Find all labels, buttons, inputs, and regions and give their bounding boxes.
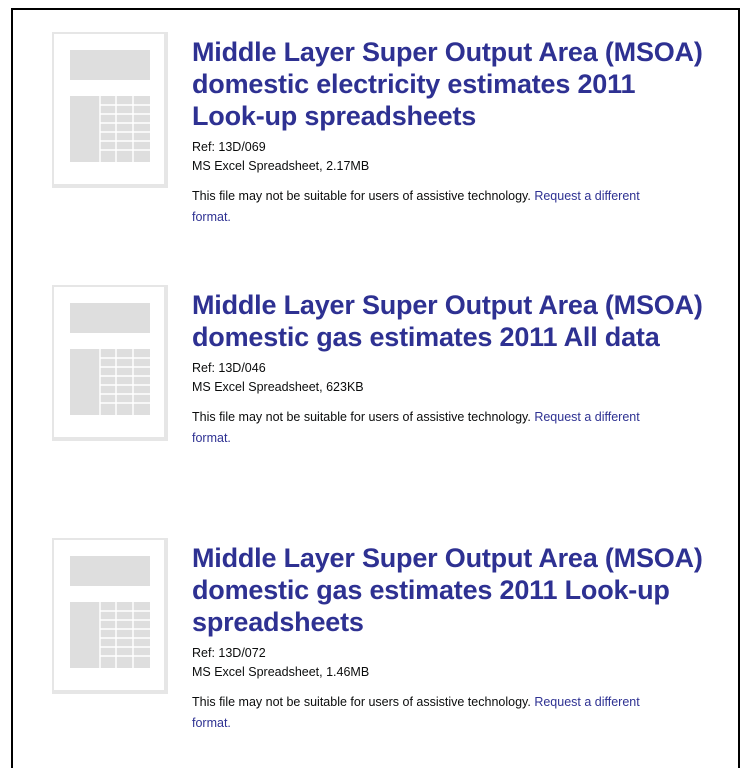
thumbnail	[52, 285, 168, 441]
request-format-link[interactable]: Request a different format.	[192, 410, 640, 445]
notice-text: This file may not be suitable for users …	[192, 410, 531, 424]
attachment-title[interactable]: Middle Layer Super Output Area (MSOA) do…	[192, 37, 703, 131]
file-info: MS Excel Spreadsheet, 623KB	[192, 380, 364, 394]
attachment-details: Middle Layer Super Output Area (MSOA) do…	[192, 542, 712, 734]
thumbnail	[52, 32, 168, 188]
thumbnail	[52, 538, 168, 694]
accessibility-notice: This file may not be suitable for users …	[192, 692, 682, 734]
attachment-details: Middle Layer Super Output Area (MSOA) do…	[192, 289, 712, 449]
accessibility-notice: This file may not be suitable for users …	[192, 407, 682, 449]
metadata: Ref: 13D/069 MS Excel Spreadsheet, 2.17M…	[192, 138, 712, 176]
attachment: Middle Layer Super Output Area (MSOA) do…	[52, 32, 712, 262]
notice-text: This file may not be suitable for users …	[192, 189, 531, 203]
reference: Ref: 13D/046	[192, 361, 266, 375]
accessibility-notice: This file may not be suitable for users …	[192, 186, 682, 228]
file-info: MS Excel Spreadsheet, 1.46MB	[192, 665, 370, 679]
file-info: MS Excel Spreadsheet, 2.17MB	[192, 159, 370, 173]
attachment: Middle Layer Super Output Area (MSOA) do…	[52, 285, 712, 515]
notice-text: This file may not be suitable for users …	[192, 695, 531, 709]
reference: Ref: 13D/069	[192, 140, 266, 154]
attachment-title[interactable]: Middle Layer Super Output Area (MSOA) do…	[192, 543, 703, 637]
attachment-title[interactable]: Middle Layer Super Output Area (MSOA) do…	[192, 290, 703, 352]
reference: Ref: 13D/072	[192, 646, 266, 660]
request-format-link[interactable]: Request a different format.	[192, 695, 640, 730]
metadata: Ref: 13D/046 MS Excel Spreadsheet, 623KB	[192, 359, 712, 397]
attachment-details: Middle Layer Super Output Area (MSOA) do…	[192, 36, 712, 228]
frame	[11, 8, 740, 768]
request-format-link[interactable]: Request a different format.	[192, 189, 640, 224]
metadata: Ref: 13D/072 MS Excel Spreadsheet, 1.46M…	[192, 644, 712, 682]
attachment: Middle Layer Super Output Area (MSOA) do…	[52, 538, 712, 768]
